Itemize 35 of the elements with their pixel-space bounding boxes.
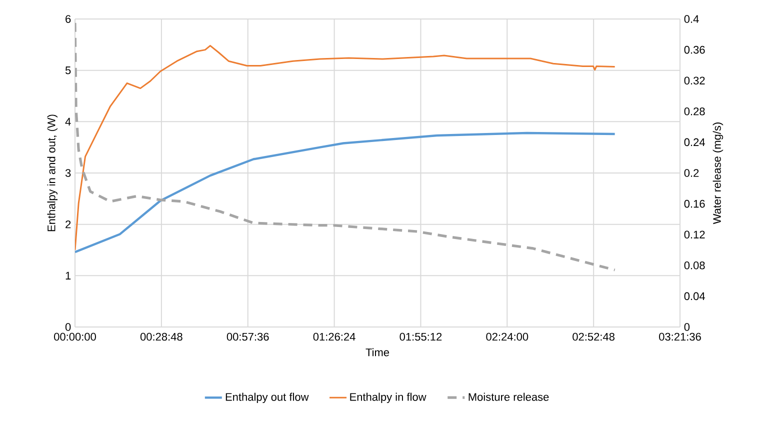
y2-tick-label: 0.32: [684, 76, 705, 84]
y2-tick-label: 0.4: [684, 15, 699, 23]
legend-label: Enthalpy out flow: [226, 392, 309, 404]
line-series: [75, 44, 616, 251]
y-tick-label: 1: [66, 272, 71, 280]
x-tick-label: 01:26:24: [313, 332, 356, 341]
x-tick-label: 00:57:36: [226, 332, 269, 341]
y-tick-label: 0: [65, 323, 71, 331]
y2-axis-title: Water release (mg/s): [712, 122, 724, 224]
x-tick-label: 01:55:12: [400, 332, 442, 341]
line-series: [75, 22, 616, 272]
y2-tick-label: 0.28: [684, 108, 705, 116]
x-tick-label: 00:00:00: [54, 332, 96, 341]
y2-tick-label: 0: [684, 323, 690, 331]
y2-tick-label: 0.2: [684, 169, 699, 177]
y-tick-label: 3: [65, 169, 71, 177]
y2-tick-label: 0.36: [684, 46, 705, 54]
x-tick-label: 03:21:36: [659, 332, 701, 341]
y-tick-label: 4: [65, 118, 71, 126]
y-tick-label: 2: [66, 220, 71, 228]
x-tick-label: 02:24:00: [486, 332, 528, 341]
y2-tick-label: 0.08: [684, 262, 705, 270]
line-series: [75, 132, 616, 254]
y2-tick-label: 0.12: [684, 230, 705, 238]
y-tick-label: 5: [65, 66, 71, 74]
y2-tick-label: 0.04: [684, 292, 705, 300]
x-axis-title: Time: [366, 348, 390, 356]
y2-tick-label: 0.24: [684, 138, 705, 146]
legend-label: Enthalpy in flow: [350, 392, 426, 404]
x-tick-label: 00:28:48: [140, 332, 182, 341]
y2-tick-label: 0.16: [684, 200, 705, 208]
legend-label: Moisture release: [468, 392, 549, 401]
x-tick-label: 02:52:48: [572, 332, 615, 341]
y-axis-title: Enthalpy in and out, (W): [47, 114, 58, 232]
y-tick-label: 6: [66, 15, 71, 23]
